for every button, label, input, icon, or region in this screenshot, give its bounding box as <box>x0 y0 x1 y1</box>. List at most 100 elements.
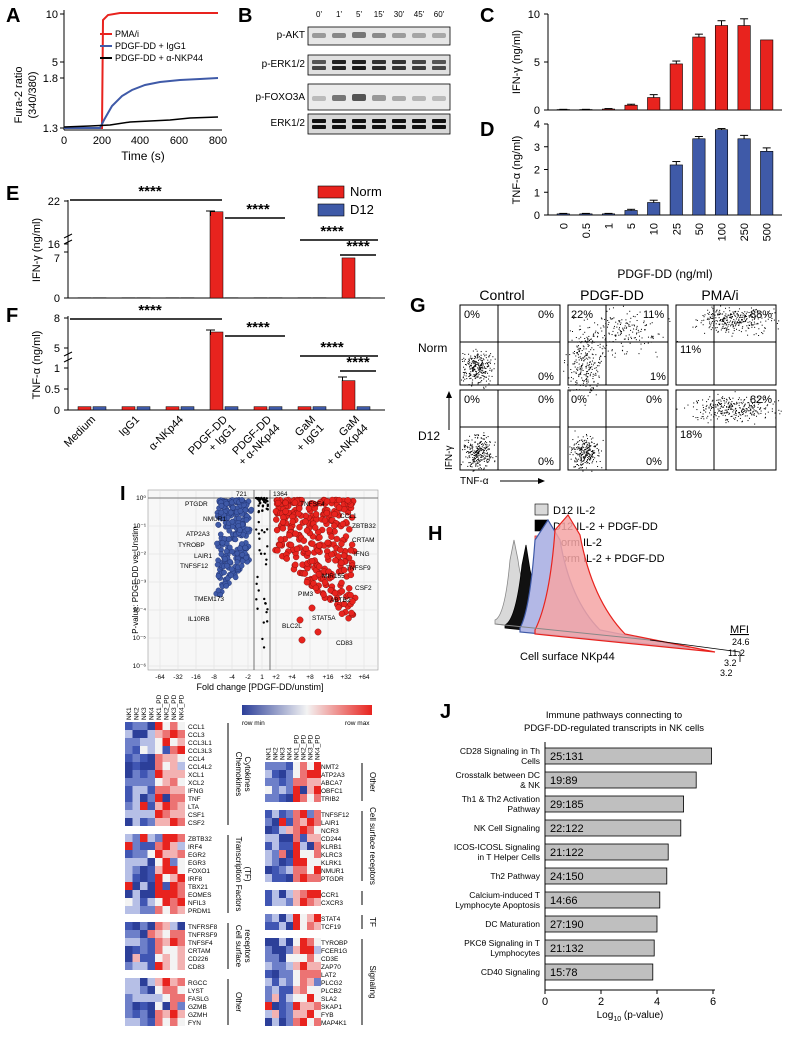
flow-event <box>575 458 576 459</box>
flow-event <box>778 320 779 321</box>
flow-event <box>696 401 697 402</box>
volcano-point-up <box>302 519 308 525</box>
heatmap-cell <box>314 962 321 970</box>
flow-event <box>487 446 488 447</box>
flow-event <box>568 387 569 388</box>
flow-event <box>591 455 592 456</box>
flow-event <box>480 442 481 443</box>
panel-e-ytick: 0 <box>54 293 60 305</box>
heatmap-col-label: NK3 <box>280 747 287 760</box>
flow-event <box>462 359 463 360</box>
heatmap-cell <box>148 738 156 746</box>
heatmap-cell <box>125 754 133 762</box>
flow-event <box>648 342 649 343</box>
heatmap-cell <box>140 722 148 730</box>
quad-pct: 0% <box>646 456 662 468</box>
flow-event <box>474 369 475 370</box>
flow-event <box>717 413 718 414</box>
flow-event <box>491 456 492 457</box>
flow-event <box>724 317 725 318</box>
flow-event <box>594 452 595 453</box>
flow-event <box>732 398 733 399</box>
flow-event <box>751 414 752 415</box>
heatmap-cell <box>148 762 156 770</box>
heatmap-cell <box>163 866 171 874</box>
heatmap-gene-label: LAIR1 <box>321 820 339 827</box>
flow-event <box>740 315 741 316</box>
heatmap-cell <box>148 994 156 1002</box>
heatmap-cell <box>170 802 178 810</box>
heatmap-cell <box>286 778 293 786</box>
heatmap-cell <box>170 850 178 858</box>
heatmap-cell <box>178 754 186 762</box>
flow-event <box>580 342 581 343</box>
flow-event <box>590 458 591 459</box>
flow-event <box>716 415 717 416</box>
volcano-point-ns <box>255 583 257 585</box>
heatmap-cell <box>148 930 156 938</box>
heatmap-col-label: NK1 <box>126 707 133 720</box>
heatmap-gene-label: IRF4 <box>188 844 202 851</box>
heatmap-cell <box>148 866 156 874</box>
heatmap-cell <box>265 786 272 794</box>
heatmap-cell <box>155 874 163 882</box>
flow-event <box>605 323 606 324</box>
heatmap-cell <box>133 858 141 866</box>
flow-event <box>733 410 734 411</box>
flow-event <box>586 455 587 456</box>
flow-event <box>710 403 711 404</box>
flow-event <box>716 310 717 311</box>
heatmap-gene-label: ZBTB32 <box>188 836 212 843</box>
flow-event <box>475 455 476 456</box>
flow-event <box>593 382 594 383</box>
flow-event <box>644 343 645 344</box>
flow-event <box>470 452 471 453</box>
flow-event <box>759 409 760 410</box>
flow-event <box>582 471 583 472</box>
heatmap-cell <box>170 746 178 754</box>
flow-event <box>709 322 710 323</box>
flow-event <box>739 407 740 408</box>
heatmap-col-label: NK1_PD <box>156 694 163 720</box>
heatmap-cell <box>163 754 171 762</box>
flow-event <box>725 332 726 333</box>
volcano-point-ns <box>258 521 260 523</box>
volcano-point-ns <box>256 576 258 578</box>
flow-event <box>630 321 631 322</box>
panel-letter-h: H <box>428 523 442 545</box>
flow-event <box>638 353 639 354</box>
heatmap-cell <box>293 786 300 794</box>
panel-letter-d: D <box>480 119 494 141</box>
volcano-point-ns <box>257 505 259 507</box>
heatmap-cell <box>148 802 156 810</box>
heatmap-cell <box>279 810 286 818</box>
flow-event <box>735 412 736 413</box>
flow-event <box>489 376 490 377</box>
heatmap-cell <box>178 1010 186 1018</box>
heatmap-cell <box>140 1010 148 1018</box>
quad-pct: 18% <box>680 429 702 441</box>
flow-event <box>591 390 592 391</box>
flow-event <box>489 456 490 457</box>
flow-event <box>464 369 465 370</box>
panel-f-ytick: 5 <box>54 343 60 355</box>
volcano-point-down <box>219 552 224 557</box>
flow-event <box>586 435 587 436</box>
xtick-label: IgG1 <box>117 414 142 439</box>
flow-event <box>483 387 484 388</box>
flow-event <box>582 441 583 442</box>
flow-event <box>604 356 605 357</box>
blot-row-pakt: p-AKT <box>277 27 450 45</box>
flow-event <box>726 317 727 318</box>
heatmap-gene-label: CXCR3 <box>321 900 343 907</box>
flow-event <box>754 334 755 335</box>
flow-event <box>477 353 478 354</box>
flow-event <box>626 328 627 329</box>
flow-event <box>591 441 592 442</box>
flow-event <box>480 366 481 367</box>
volcano-point-up <box>299 637 305 643</box>
flow-event <box>741 410 742 411</box>
heatmap-cell <box>265 922 272 930</box>
heatmap-cell <box>133 938 141 946</box>
flow-event <box>588 456 589 457</box>
